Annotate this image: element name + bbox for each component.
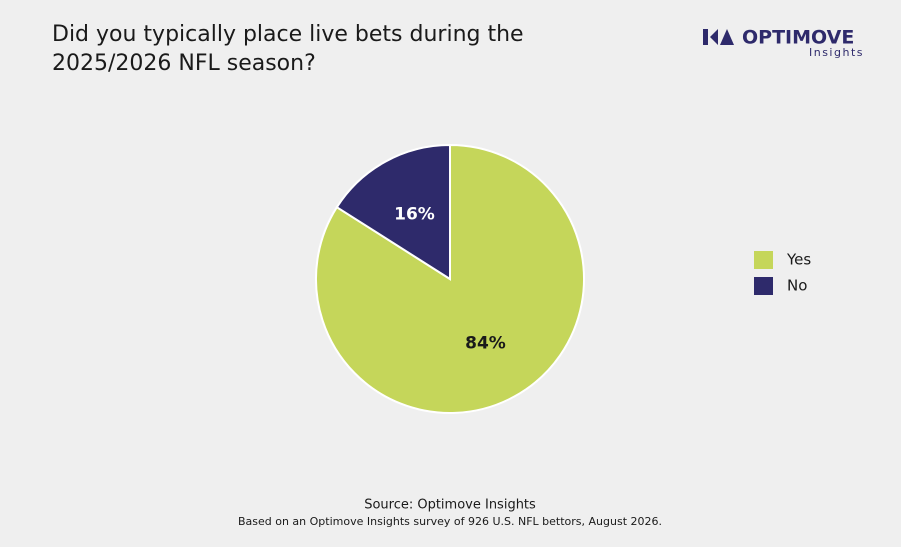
logo-icon: [703, 29, 708, 45]
logo-icon: [720, 29, 734, 45]
logo-tagline: Insights: [809, 46, 864, 59]
pie: 84% 16%: [315, 143, 585, 414]
data-label: 16%: [394, 204, 435, 224]
data-label: 84%: [465, 334, 506, 354]
legend-swatch: [754, 277, 773, 295]
logo-name: OPTIMOVE: [742, 27, 854, 49]
logo-icon: [710, 29, 718, 45]
title-box: Did you typically place live bets during…: [52, 22, 524, 76]
legend-swatch: [754, 251, 773, 269]
legend: Yes No: [754, 251, 811, 295]
legend-label: Yes: [786, 251, 811, 269]
logo: OPTIMOVE Insights: [703, 27, 864, 59]
chart-title: Did you typically place live bets during…: [52, 22, 524, 76]
pie-slice: [335, 143, 451, 281]
note: Based on an Optimove Insights survey of …: [238, 515, 662, 528]
legend-label: No: [787, 277, 807, 295]
source: Source: Optimove Insights: [364, 498, 536, 513]
